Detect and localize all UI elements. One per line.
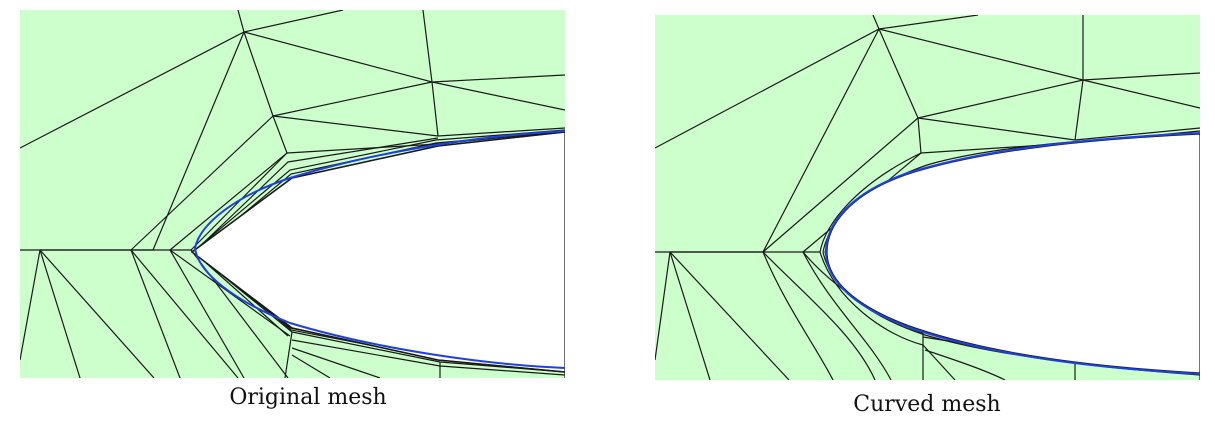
curved-mesh-panel	[655, 15, 1200, 380]
curved-mesh-figure	[655, 15, 1200, 380]
original-mesh-caption: Original mesh	[229, 385, 387, 410]
curved-mesh-caption: Curved mesh	[853, 392, 1001, 417]
original-mesh-panel	[20, 10, 565, 378]
original-mesh-figure	[20, 10, 565, 378]
exact-boundary-curve	[193, 130, 565, 369]
exact-boundary-curve	[824, 132, 1200, 375]
straight-boundary	[190, 131, 565, 373]
